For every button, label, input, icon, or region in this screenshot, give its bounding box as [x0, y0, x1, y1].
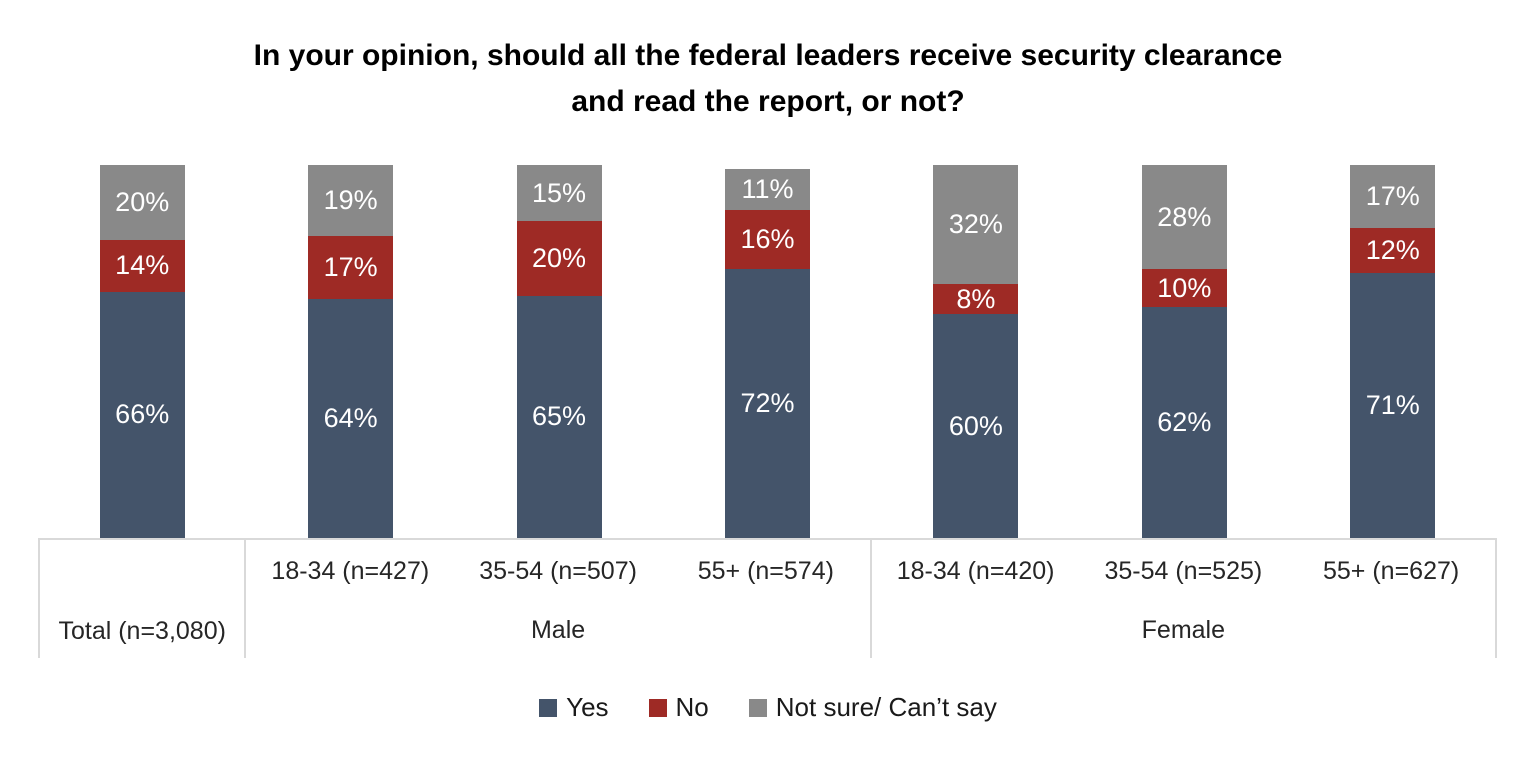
bar-segment-no: 20%: [516, 220, 602, 296]
data-label: 12%: [1365, 235, 1420, 266]
bar-segment-not-sure-can-t-say: 17%: [1350, 165, 1436, 229]
stacked-bar: 71% 12% 17%: [1350, 165, 1436, 538]
bar-column-male-55-n-574: 72% 16% 11%: [663, 165, 871, 538]
bar-column-male-18-34-n-427: 64% 17% 19%: [246, 165, 454, 538]
data-label: 71%: [1365, 390, 1420, 421]
legend-swatch-no: [648, 698, 667, 717]
chart-title-line-1: In your opinion, should all the federal …: [253, 39, 1283, 72]
data-label: 17%: [323, 252, 378, 283]
data-label: 20%: [532, 242, 587, 273]
bar-column-female-18-34-n-420: 60% 8% 32%: [872, 165, 1080, 538]
legend-label: Yes: [566, 692, 609, 722]
data-label: 14%: [115, 250, 170, 281]
data-label: 66%: [115, 399, 170, 430]
bar-segment-not-sure-can-t-say: 11%: [724, 168, 810, 210]
data-label: 72%: [740, 388, 795, 419]
bar-segment-not-sure-can-t-say: 20%: [99, 165, 185, 240]
bar-segment-yes: 66%: [99, 291, 185, 538]
chart-title: In your opinion, should all the federal …: [0, 33, 1536, 125]
data-label: 10%: [1157, 272, 1212, 303]
bar-segment-yes: 64%: [308, 299, 394, 538]
legend-item-not-sure-can-t-say: Not sure/ Can’t say: [748, 692, 997, 723]
chart-title-line-2: and read the report, or not?: [571, 85, 965, 118]
legend-swatch-not-sure-can-t-say: [748, 698, 767, 717]
stacked-bar: 65% 20% 15%: [516, 165, 602, 538]
data-label: 20%: [115, 186, 170, 217]
bar-segment-not-sure-can-t-say: 15%: [516, 165, 602, 221]
axis-group-male: 18-34 (n=427) 35-54 (n=507) 55+ (n=574) Mal…: [246, 540, 872, 658]
bar-column-total-n-3-080: 66% 14% 20%: [38, 165, 246, 538]
data-label: 65%: [532, 401, 587, 432]
data-label: 28%: [1157, 201, 1212, 232]
stacked-bar: 72% 16% 11%: [724, 165, 810, 538]
plot-area: 66% 14% 20% 64% 17% 19% 65% 20% 15% 72% 16% 11% 60% 8…: [38, 165, 1497, 538]
bar-segment-yes: 72%: [724, 269, 810, 538]
data-label: 62%: [1157, 406, 1212, 437]
legend-item-yes: Yes: [539, 692, 609, 723]
bar-segment-yes: 65%: [516, 295, 602, 538]
bar-column-female-35-54-n-525: 62% 10% 28%: [1080, 165, 1288, 538]
data-label: 11%: [741, 173, 794, 204]
legend-label: Not sure/ Can’t say: [775, 692, 997, 722]
axis-subcategory-label: 18-34 (n=427): [271, 556, 430, 585]
axis-subcategory-label: 55+ (n=574): [697, 556, 834, 585]
axis-group-label: Male: [530, 615, 586, 644]
bar-segment-not-sure-can-t-say: 28%: [1141, 165, 1227, 270]
bar-segment-no: 17%: [308, 235, 394, 300]
axis-subcategory-label: 18-34 (n=420): [896, 556, 1055, 585]
axis-group-label: Total (n=3,080): [58, 617, 226, 645]
data-label: 8%: [956, 283, 996, 314]
legend: Yes No Not sure/ Can’t say: [0, 692, 1536, 723]
bar-segment-no: 12%: [1350, 228, 1436, 274]
bar-column-female-55-n-627: 71% 12% 17%: [1289, 165, 1497, 538]
bar-segment-yes: 60%: [933, 314, 1019, 538]
data-label: 17%: [1365, 181, 1420, 212]
data-label: 64%: [323, 403, 378, 434]
bar-segment-not-sure-can-t-say: 32%: [933, 165, 1019, 285]
stacked-bar: 64% 17% 19%: [308, 165, 394, 538]
axis-subcategory-row: 18-34 (n=420) 35-54 (n=525) 55+ (n=627): [872, 540, 1495, 602]
bar-segment-not-sure-can-t-say: 19%: [308, 165, 394, 236]
data-label: 15%: [532, 177, 587, 208]
category-axis-table: Total (n=3,080) 18-34 (n=427) 35-54 (n=507…: [38, 538, 1497, 658]
bar-segment-no: 8%: [933, 283, 1019, 315]
stacked-bar: 60% 8% 32%: [933, 165, 1019, 538]
bar-segment-yes: 62%: [1141, 306, 1227, 538]
axis-group-female: 18-34 (n=420) 35-54 (n=525) 55+ (n=627) Fem…: [872, 540, 1497, 658]
data-label: 60%: [948, 410, 1003, 441]
data-label: 16%: [740, 224, 795, 255]
axis-subcategory-label: 35-54 (n=525): [1104, 556, 1263, 585]
data-label: 19%: [323, 184, 378, 215]
bar-segment-no: 14%: [99, 239, 185, 292]
legend-swatch-yes: [539, 698, 558, 717]
axis-subcategory-row: 18-34 (n=427) 35-54 (n=507) 55+ (n=574): [246, 540, 869, 602]
stacked-bar: 66% 14% 20%: [99, 165, 185, 538]
bar-column-male-35-54-n-507: 65% 20% 15%: [455, 165, 663, 538]
bar-segment-no: 16%: [724, 209, 810, 270]
legend-item-no: No: [648, 692, 709, 723]
axis-group-total-n-3-080: Total (n=3,080): [38, 540, 247, 658]
bar-segment-no: 10%: [1141, 269, 1227, 307]
axis-subcategory-label: 35-54 (n=507): [479, 556, 637, 585]
chart-region: 66% 14% 20% 64% 17% 19% 65% 20% 15% 72% 16% 11% 60% 8…: [38, 165, 1497, 658]
data-label: 32%: [948, 209, 1003, 240]
bar-segment-yes: 71%: [1350, 273, 1436, 538]
axis-subcategory-label: 55+ (n=627): [1323, 556, 1460, 585]
axis-group-label: Female: [1141, 615, 1226, 644]
stacked-bar: 62% 10% 28%: [1141, 165, 1227, 538]
legend-label: No: [675, 692, 709, 722]
